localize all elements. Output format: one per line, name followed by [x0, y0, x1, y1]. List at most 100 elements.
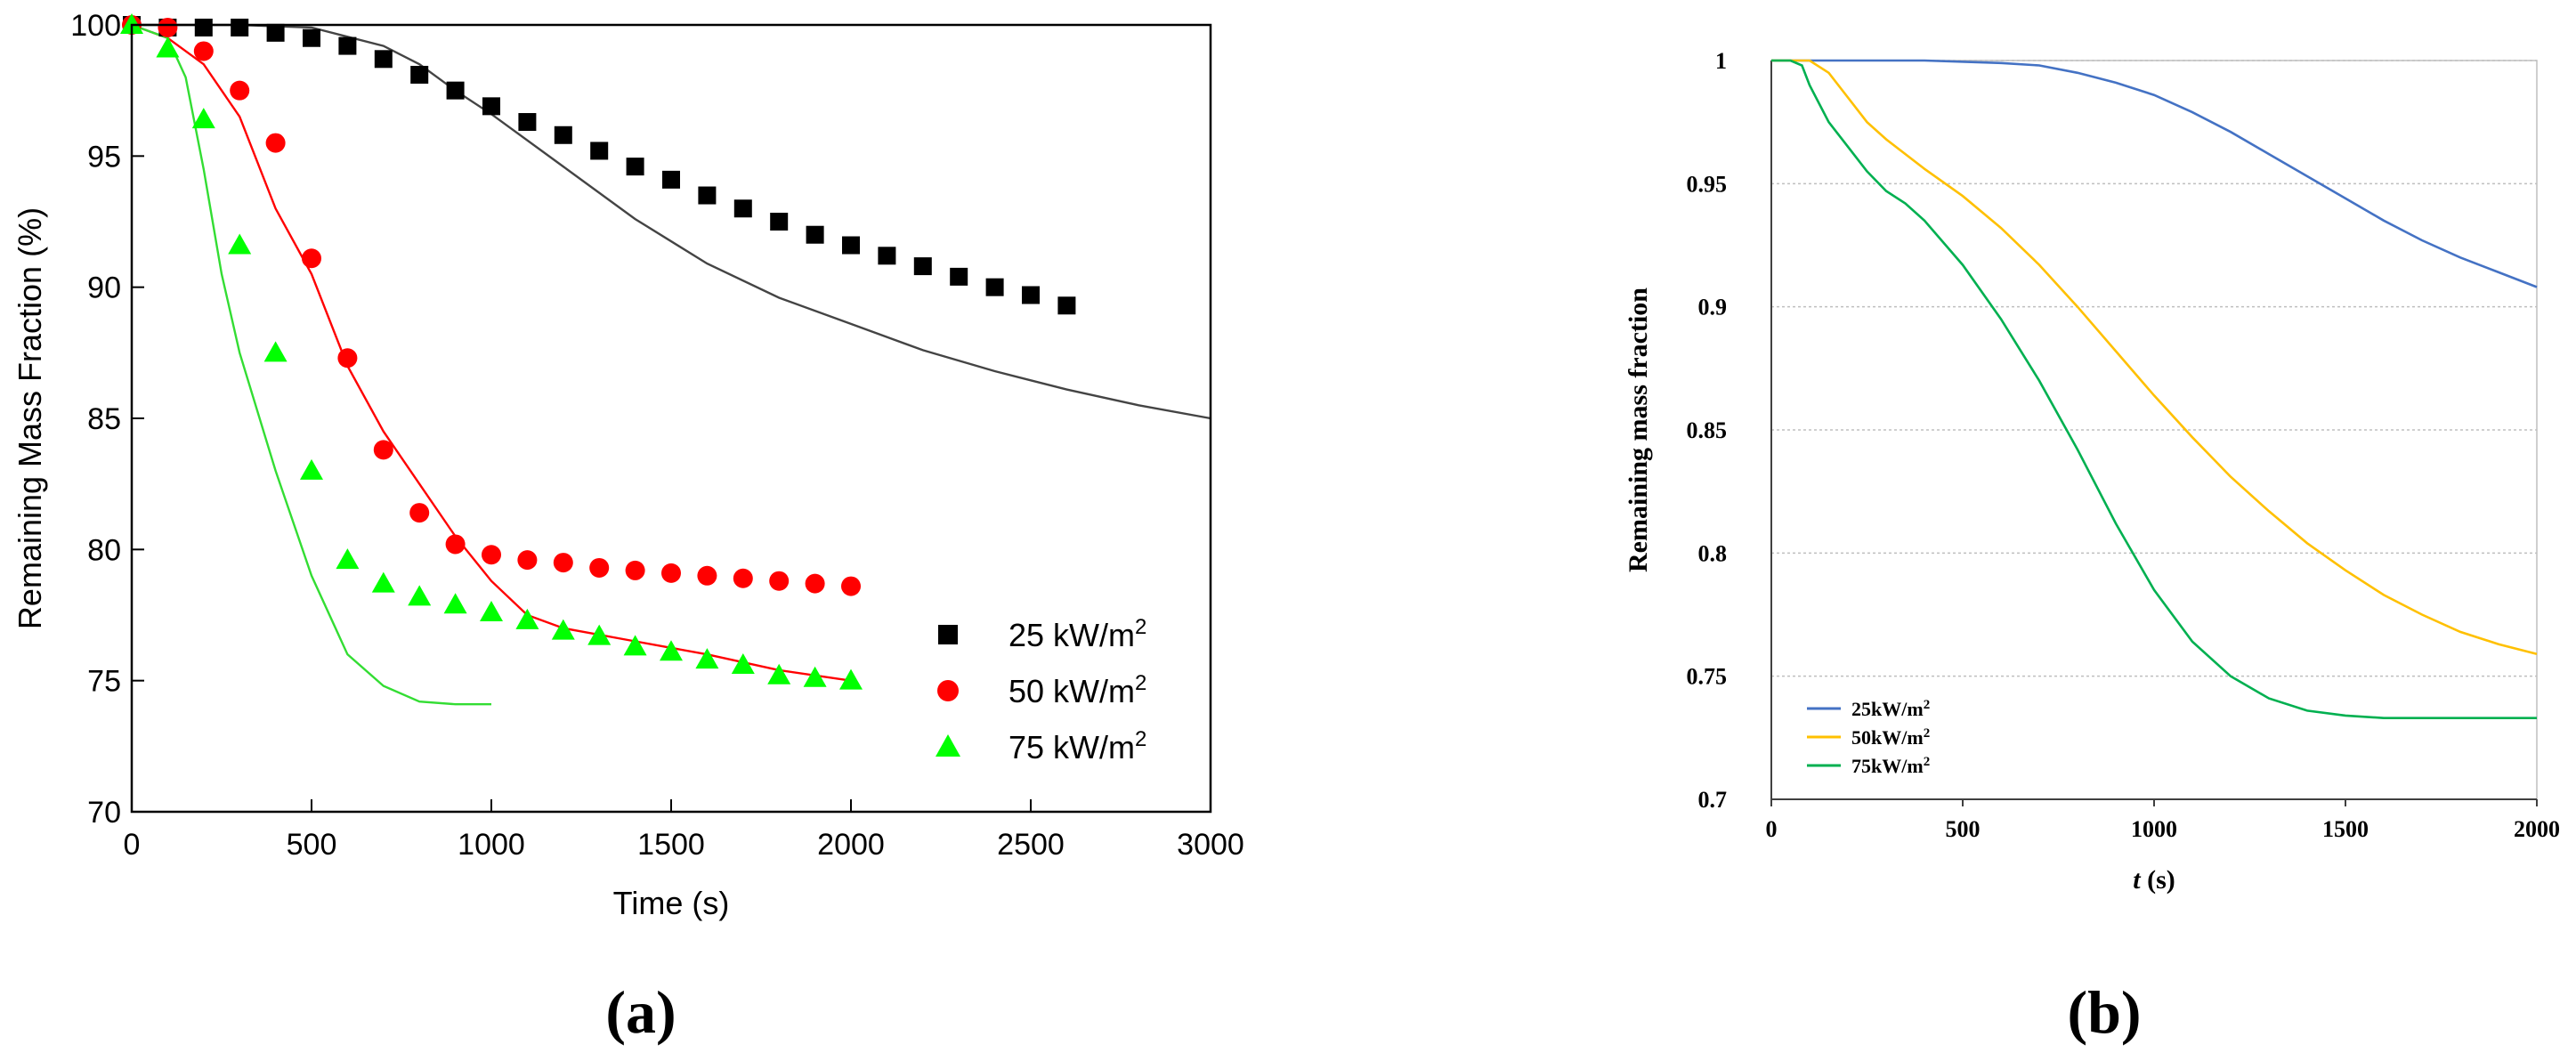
- x-tick-label-5: 2500: [997, 828, 1065, 862]
- panel-caption-b: (b): [2067, 978, 2141, 1046]
- data-point-s0-25: [1022, 286, 1040, 304]
- data-point-s0-5: [303, 28, 320, 47]
- data-point-s2-3: [228, 233, 252, 255]
- legend-superscript-2: 2: [1924, 755, 1931, 769]
- legend-label-2: 75kW/m2: [1851, 755, 1930, 777]
- data-point-s0-16: [698, 186, 717, 205]
- legend-label-1: 50 kW/m2: [1009, 671, 1146, 709]
- x-tick-label-0: 0: [1766, 816, 1778, 842]
- y-tick-label-2: 0.8: [1698, 540, 1728, 566]
- data-point-s0-10: [482, 97, 500, 116]
- data-point-s0-19: [806, 225, 824, 244]
- x-tick-label-6: 3000: [1177, 828, 1244, 862]
- x-tick-label-4: 2000: [2514, 816, 2560, 842]
- data-point-s0-17: [733, 199, 752, 218]
- data-point-s2-20: [839, 668, 863, 690]
- legend-superscript-0: 2: [1924, 698, 1931, 712]
- data-point-s1-7: [373, 440, 393, 460]
- y-tick-label-0: 70: [87, 796, 121, 830]
- data-point-s0-18: [770, 213, 789, 231]
- y-tick-label-2: 80: [87, 533, 121, 567]
- data-point-s1-13: [589, 557, 610, 578]
- legend-text-0: 25 kW/m: [1009, 617, 1135, 653]
- legend-label-0: 25kW/m2: [1851, 698, 1930, 720]
- legend-superscript-1: 2: [1135, 671, 1146, 695]
- y-tick-label-1: 0.75: [1687, 664, 1728, 690]
- data-point-s1-11: [517, 550, 538, 571]
- y-tick-label-5: 0.95: [1687, 171, 1728, 197]
- x-tick-label-1: 500: [1946, 816, 1981, 842]
- x-tick-label-1: 500: [287, 828, 337, 862]
- legend-label-2: 75 kW/m2: [1009, 727, 1146, 765]
- y-tick-label-1: 75: [87, 665, 121, 699]
- data-point-s0-21: [878, 247, 896, 265]
- data-point-s1-5: [302, 248, 321, 269]
- data-point-s1-1: [158, 17, 178, 37]
- data-point-s1-6: [337, 348, 358, 369]
- data-point-s2-16: [695, 648, 719, 669]
- data-point-s1-10: [482, 545, 501, 565]
- data-point-s0-14: [626, 158, 644, 176]
- x-tick-label-2: 1000: [458, 828, 525, 862]
- data-point-s1-9: [445, 534, 466, 555]
- legend-text-2: 75kW/m: [1851, 755, 1924, 777]
- x-tick-label-2: 1000: [2131, 816, 2177, 842]
- data-point-s0-26: [1057, 296, 1076, 315]
- data-point-s0-23: [950, 267, 968, 286]
- data-point-s1-8: [409, 503, 430, 523]
- data-point-s2-0: [120, 13, 143, 34]
- data-point-s1-16: [697, 565, 717, 586]
- y-axis-label: Remaining Mass Fraction (%): [12, 207, 48, 629]
- data-point-s1-14: [625, 560, 645, 580]
- y-tick-label-3: 0.85: [1687, 417, 1728, 443]
- data-point-s2-7: [371, 571, 395, 593]
- series-line-2: [1771, 59, 2537, 719]
- x-axis-label-var: t: [2133, 865, 2142, 895]
- data-point-s2-9: [443, 593, 467, 614]
- data-point-s2-1: [156, 36, 180, 58]
- model-curve-1: [131, 23, 852, 682]
- data-point-s2-11: [515, 608, 539, 629]
- data-point-s2-2: [191, 108, 215, 129]
- legend-text-1: 50 kW/m: [1009, 673, 1135, 709]
- data-point-s0-24: [985, 278, 1004, 296]
- data-point-s2-12: [551, 619, 575, 640]
- data-point-s2-13: [587, 624, 612, 645]
- y-tick-label-6: 100: [70, 9, 121, 43]
- data-point-s2-15: [660, 640, 683, 661]
- y-tick-label-5: 95: [87, 140, 121, 174]
- legend-label-0: 25 kW/m2: [1009, 615, 1146, 653]
- data-point-s0-20: [842, 236, 860, 255]
- legend-superscript-2: 2: [1135, 727, 1146, 751]
- x-tick-label-3: 1500: [2322, 816, 2369, 842]
- panel-b: 0 500 1000 1500 2000 0.7 0.75 0.8 0.85 0.9 0.95 1 t …: [1624, 48, 2560, 1046]
- data-point-s0-3: [231, 18, 249, 36]
- data-point-s1-2: [193, 41, 214, 61]
- legend-text-2: 75 kW/m: [1009, 729, 1135, 765]
- data-point-s2-19: [803, 666, 827, 687]
- x-axis-label-unit: (s): [2141, 865, 2175, 895]
- panel-caption-a: (a): [605, 978, 676, 1046]
- data-point-s0-2: [194, 18, 213, 36]
- data-point-s1-15: [661, 563, 681, 583]
- data-point-s1-20: [841, 576, 861, 596]
- model-curve-2: [131, 23, 491, 706]
- legend-superscript-0: 2: [1135, 615, 1146, 639]
- y-tick-label-4: 90: [87, 271, 121, 305]
- data-point-s2-17: [731, 652, 755, 674]
- data-point-s0-4: [266, 23, 285, 42]
- data-point-s1-18: [769, 571, 790, 591]
- panel-a: 0 500 1000 1500 2000 2500 3000 70 75 80 85 90 95 100 T…: [12, 9, 1244, 1046]
- y-tick-label-0: 0.7: [1698, 787, 1728, 813]
- data-point-s0-22: [913, 257, 932, 276]
- legend-superscript-1: 2: [1924, 726, 1931, 741]
- x-tick-label-4: 2000: [817, 828, 885, 862]
- data-point-s2-14: [623, 635, 647, 656]
- data-point-s0-8: [410, 65, 429, 84]
- series-line-1: [1771, 59, 2538, 656]
- data-point-s0-11: [518, 113, 537, 132]
- data-point-s0-9: [446, 81, 465, 100]
- data-point-s0-7: [374, 50, 393, 69]
- data-point-s1-3: [230, 80, 250, 101]
